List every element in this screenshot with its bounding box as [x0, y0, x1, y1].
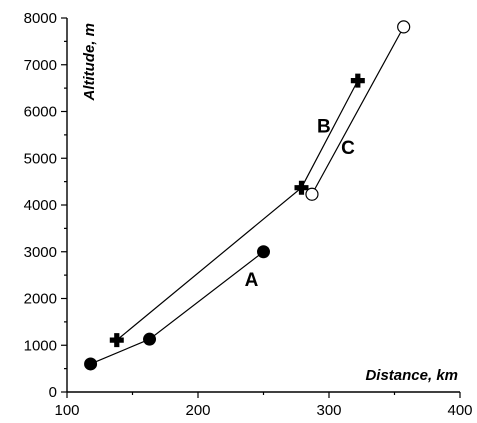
y-tick-label: 8000: [24, 10, 57, 27]
x-tick-label: 400: [447, 402, 472, 419]
series-label: B: [317, 117, 331, 138]
x-tick-label: 100: [54, 402, 79, 419]
series-c: C: [305, 20, 411, 201]
y-tick-label: 1000: [24, 337, 57, 354]
y-tick-label: 3000: [24, 244, 57, 261]
y-tick-label: 5000: [24, 150, 57, 167]
x-tick-label: 200: [185, 402, 210, 419]
data-point: [305, 187, 319, 201]
y-axis-label: Altitude, m: [81, 23, 98, 102]
data-point: [84, 357, 98, 371]
x-axis-label: Distance, km: [365, 367, 458, 384]
data-point: [109, 333, 124, 348]
y-tick-label: 0: [49, 384, 57, 401]
series-b: B: [109, 73, 365, 348]
y-tick-label: 7000: [24, 57, 57, 74]
series-layer: A BC: [84, 20, 411, 371]
series-label: A: [245, 270, 259, 291]
data-point: [350, 73, 365, 88]
y-tick-label: 4000: [24, 197, 57, 214]
series-a: A: [84, 245, 270, 371]
ticks: 0 1000 2000 3000 4000 5000 6000 7000 8000 100 200 3…: [24, 10, 473, 419]
y-tick-label: 2000: [24, 291, 57, 308]
axes: [66, 18, 460, 393]
data-point: [397, 20, 411, 34]
data-point: [257, 245, 270, 259]
y-tick-label: 6000: [24, 104, 57, 121]
data-point: [294, 180, 309, 195]
series-label: C: [341, 138, 355, 159]
x-tick-label: 300: [316, 402, 341, 419]
series-line: [90, 251, 264, 365]
data-point: [143, 332, 157, 346]
series-line: [311, 26, 405, 195]
